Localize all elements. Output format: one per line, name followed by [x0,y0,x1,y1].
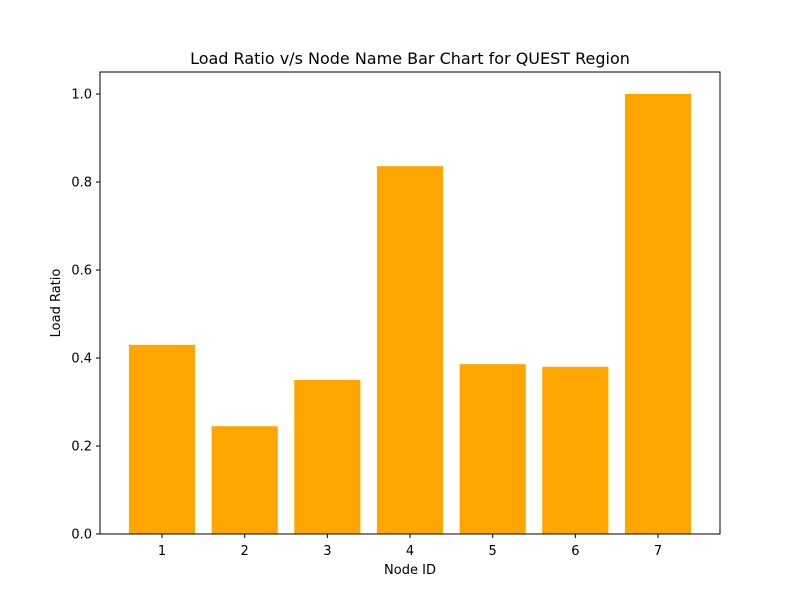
y-tick-label: 0.4 [71,352,92,367]
bar-node-6 [542,366,609,534]
x-tick-label: 6 [571,544,579,559]
y-tick-label: 0.0 [71,528,92,543]
bars-layer [128,94,692,534]
y-tick-label: 0.6 [71,264,92,279]
y-axis-ticks: 0.0 0.2 0.4 0.6 0.8 1.0 [71,88,100,543]
y-tick-label: 0.2 [71,440,92,455]
y-tick-label: 0.8 [71,176,92,191]
x-tick-label: 1 [158,544,166,559]
y-axis-label: Load Ratio [49,269,64,338]
x-axis-label: Node ID [384,563,436,578]
x-tick-label: 2 [241,544,249,559]
x-tick-label: 7 [654,544,662,559]
bar-node-3 [294,380,361,534]
chart-title: Load Ratio v/s Node Name Bar Chart for Q… [190,49,630,68]
x-tick-label: 4 [406,544,414,559]
bar-node-2 [211,426,278,534]
plot-frame [99,71,721,535]
bar-node-4 [376,166,444,534]
bar-node-1 [128,344,196,534]
x-tick-label: 3 [323,544,331,559]
x-tick-label: 5 [489,544,497,559]
x-axis-ticks: 1 2 3 4 5 6 7 [158,534,662,559]
bar-node-7 [624,94,692,534]
bar-node-5 [459,364,526,534]
y-tick-label: 1.0 [71,88,92,103]
